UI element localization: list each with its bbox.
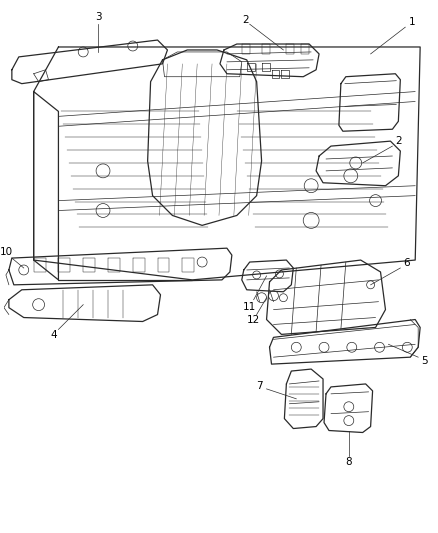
Text: 10: 10 [0,247,12,257]
Text: 1: 1 [409,17,416,27]
Text: 8: 8 [346,457,352,467]
Text: 12: 12 [247,314,260,325]
Text: 6: 6 [403,258,410,268]
Text: 3: 3 [95,12,101,22]
Text: 7: 7 [256,381,263,391]
Text: 11: 11 [243,302,256,312]
Text: 2: 2 [395,136,402,146]
Text: 2: 2 [242,15,249,25]
Text: 5: 5 [421,356,427,366]
Text: 4: 4 [50,330,57,341]
